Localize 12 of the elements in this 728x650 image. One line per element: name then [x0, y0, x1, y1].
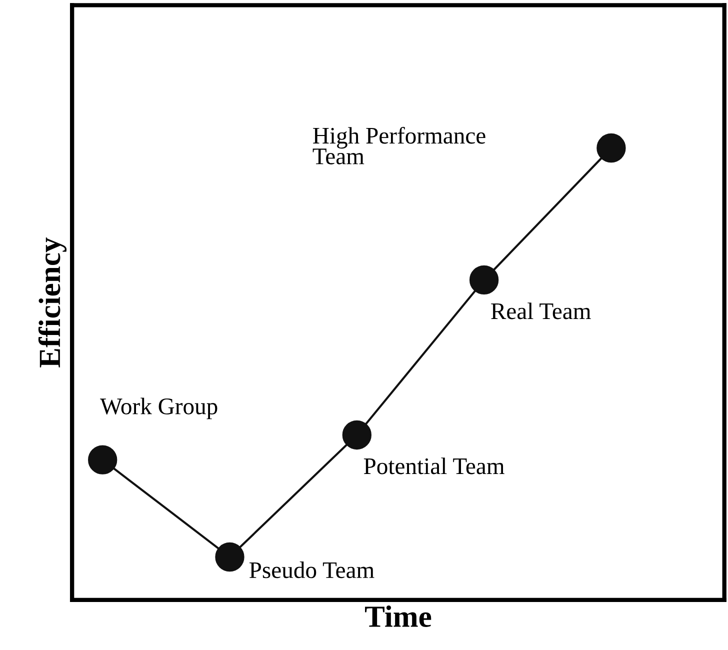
annotation: Work Group [100, 398, 218, 420]
point [215, 542, 244, 572]
y-axis-title: Efficiency [38, 238, 67, 368]
annotation: High Performance Team [312, 126, 486, 164]
annotation: Potential Team [364, 458, 504, 474]
annotation: Pseudo Team [249, 562, 374, 578]
point [469, 265, 499, 295]
x-axis-title: Time [365, 606, 432, 627]
point [596, 133, 626, 163]
point [342, 420, 372, 450]
point [88, 445, 118, 474]
annotation: Real Team [491, 302, 591, 320]
